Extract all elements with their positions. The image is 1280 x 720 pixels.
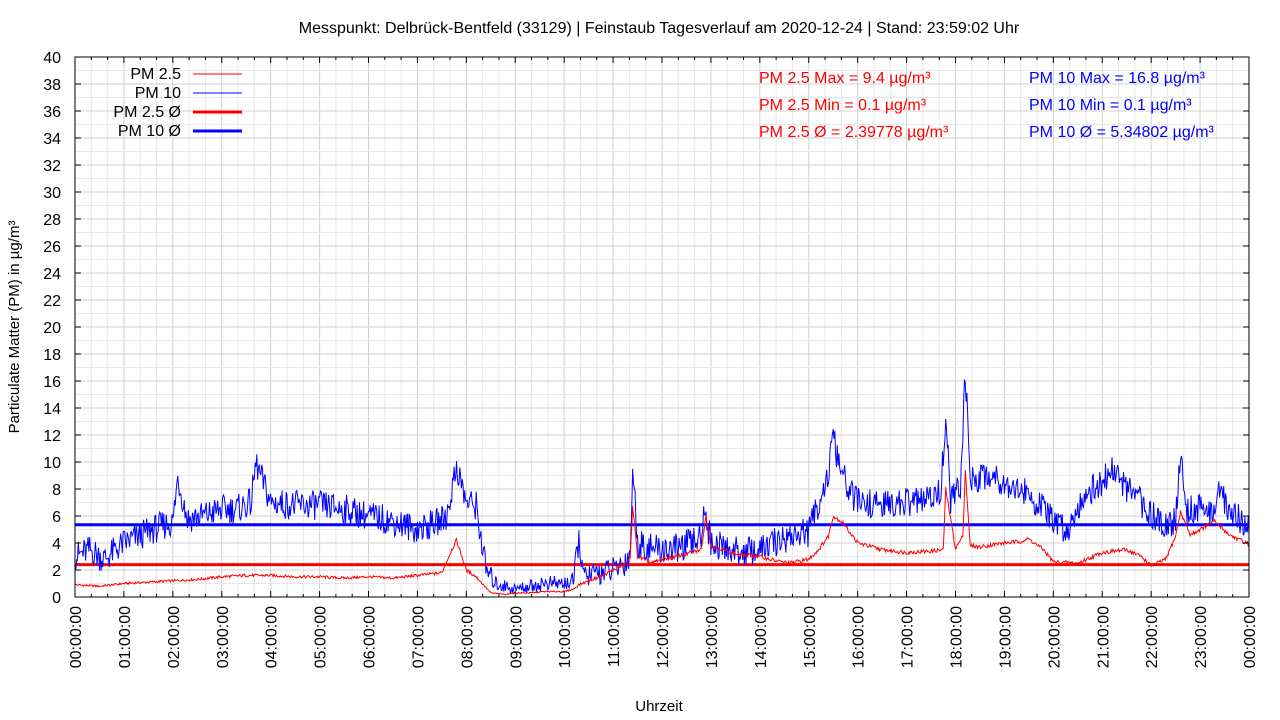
x-tick-label: 12:00:00 [655, 606, 672, 668]
y-tick-label: 14 [43, 401, 61, 418]
x-axis-ticks: 00:00:00 01:00:00 02:00:00 03:00:00 04:00:00… [68, 57, 1259, 668]
y-axis-label: Particulate Matter (PM) in µg/m³ [6, 221, 23, 434]
x-tick-label: 21:00:00 [1095, 606, 1112, 668]
x-tick-label: 14:00:00 [753, 606, 770, 668]
y-tick-label: 34 [43, 131, 61, 148]
y-tick-label: 40 [43, 50, 61, 67]
x-tick-label: 00:00:00 [68, 606, 85, 668]
y-tick-label: 6 [52, 509, 61, 526]
pm25-stat: PM 2.5 Ø = 2.39778 µg/m³ [759, 124, 949, 141]
pm25-stat: PM 2.5 Max = 9.4 µg/m³ [759, 70, 931, 87]
x-tick-label: 10:00:00 [557, 606, 574, 668]
x-axis-label: Uhrzeit [635, 698, 683, 715]
x-tick-label: 02:00:00 [166, 606, 183, 668]
y-tick-label: 32 [43, 158, 61, 175]
x-tick-label: 18:00:00 [949, 606, 966, 668]
pm10-stat: PM 10 Min = 0.1 µg/m³ [1029, 97, 1192, 114]
y-tick-label: 8 [52, 482, 61, 499]
x-tick-label: 05:00:00 [313, 606, 330, 668]
y-tick-label: 12 [43, 428, 61, 445]
y-tick-label: 36 [43, 104, 61, 121]
x-tick-label: 16:00:00 [851, 606, 868, 668]
legend-label: PM 2.5 [130, 66, 181, 83]
y-tick-label: 38 [43, 77, 61, 94]
y-tick-label: 4 [52, 536, 61, 553]
y-tick-label: 24 [43, 266, 61, 283]
average-lines [75, 523, 1249, 567]
x-tick-label: 23:00:00 [1193, 606, 1210, 668]
x-tick-label: 06:00:00 [362, 606, 379, 668]
y-tick-label: 26 [43, 239, 61, 256]
x-tick-label: 01:00:00 [117, 606, 134, 668]
x-tick-label: 20:00:00 [1046, 606, 1063, 668]
series-pm10-line [74, 379, 1250, 594]
series-pm25-line [74, 469, 1250, 596]
x-tick-label: 13:00:00 [704, 606, 721, 668]
legend: PM 2.5 PM 10 PM 2.5 Ø PM 10 Ø [113, 66, 242, 140]
legend-label: PM 10 Ø [118, 123, 181, 140]
x-tick-label: 00:00:00 [1242, 606, 1259, 668]
x-tick-label: 08:00:00 [459, 606, 476, 668]
pm10-stat: PM 10 Max = 16.8 µg/m³ [1029, 70, 1206, 87]
grid-lines [74, 56, 1250, 598]
stats-annotations: PM 2.5 Max = 9.4 µg/m³ PM 2.5 Min = 0.1 µ… [759, 70, 1215, 141]
x-tick-label: 15:00:00 [802, 606, 819, 668]
y-tick-label: 20 [43, 320, 61, 337]
data-series [74, 379, 1250, 596]
x-tick-label: 04:00:00 [264, 606, 281, 668]
y-tick-label: 16 [43, 374, 61, 391]
y-tick-label: 2 [52, 563, 61, 580]
x-tick-label: 11:00:00 [606, 606, 623, 667]
x-tick-label: 19:00:00 [997, 606, 1014, 668]
x-tick-label: 22:00:00 [1144, 606, 1161, 668]
legend-label: PM 10 [135, 85, 181, 102]
y-tick-label: 18 [43, 347, 61, 364]
legend-label: PM 2.5 Ø [113, 104, 181, 121]
x-tick-label: 17:00:00 [900, 606, 917, 668]
pm10-stat: PM 10 Ø = 5.34802 µg/m³ [1029, 124, 1215, 141]
y-tick-label: 22 [43, 293, 61, 310]
y-tick-label: 28 [43, 212, 61, 229]
y-tick-label: 30 [43, 185, 61, 202]
y-tick-label: 0 [52, 590, 61, 607]
chart-title: Messpunkt: Delbrück-Bentfeld (33129) | F… [299, 20, 1020, 37]
pm25-stat: PM 2.5 Min = 0.1 µg/m³ [759, 97, 927, 114]
x-tick-label: 03:00:00 [215, 606, 232, 668]
y-tick-label: 10 [43, 455, 61, 472]
x-tick-label: 09:00:00 [508, 606, 525, 668]
x-tick-label: 07:00:00 [410, 606, 427, 668]
